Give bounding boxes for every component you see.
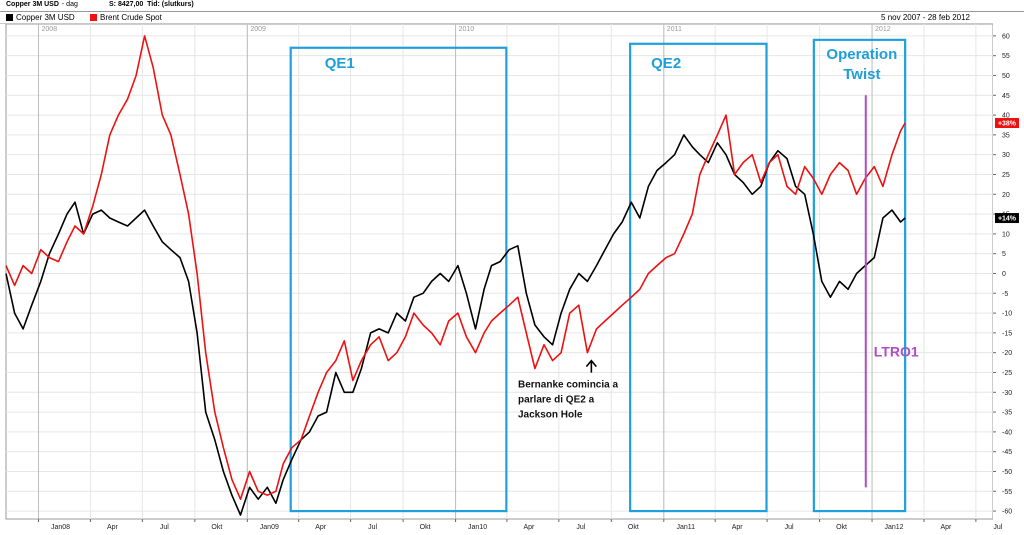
x-tick-label: Jan08 — [51, 524, 70, 531]
annotation-arrow — [585, 359, 597, 373]
end-value-tag — [995, 213, 1019, 224]
box-label-qe2: QE2 — [651, 55, 681, 72]
x-tick-label: Apr — [315, 524, 327, 531]
chart-legend: Copper 3M USD Brent Crude Spot 5 nov 200… — [0, 12, 1000, 23]
y-tick-label: 40 — [1002, 113, 1010, 120]
annotation-text-line: Jackson Hole — [518, 410, 583, 421]
y-tick-label: 60 — [1002, 33, 1010, 40]
x-tick-label: Jul — [993, 524, 1002, 531]
series-line-copper — [5, 134, 906, 516]
ltro-label: LTRO1 — [874, 344, 919, 360]
box-label-operation-twist: Operation Twist — [826, 46, 897, 83]
box-label-line: Operation — [826, 46, 897, 63]
legend-swatch-brent — [90, 14, 97, 21]
x-tick-label: Jul — [368, 524, 377, 531]
year-label: 2009 — [250, 26, 266, 33]
y-tick-label: -35 — [1002, 410, 1012, 417]
plot-area — [5, 23, 994, 520]
x-tick-label: Apr — [107, 524, 119, 531]
legend-label-brent: Brent Crude Spot — [100, 13, 162, 22]
x-tick-label: Apr — [941, 524, 953, 531]
y-tick-label: 10 — [1002, 231, 1010, 238]
y-tick-label: -30 — [1002, 390, 1012, 397]
x-tick-label: Jul — [785, 524, 794, 531]
y-tick-label: -15 — [1002, 330, 1012, 337]
x-tick-label: Jan09 — [260, 524, 279, 531]
y-tick-label: -50 — [1002, 469, 1012, 476]
x-tick-label: Okt — [420, 524, 431, 531]
x-tick-label: Jan11 — [677, 524, 696, 531]
legend-swatch-copper — [6, 14, 13, 21]
x-tick-label: Okt — [628, 524, 639, 531]
last-price-info: S: 8427,00 Tid: (slutkurs) — [109, 1, 194, 8]
series-line-brent — [5, 35, 906, 500]
date-range: 5 nov 2007 - 28 feb 2012 — [881, 13, 970, 22]
chart-header: Copper 3M USD - dag S: 8427,00 Tid: (slut… — [0, 0, 1024, 11]
y-tick-label: 45 — [1002, 93, 1010, 100]
y-tick-label: -55 — [1002, 489, 1012, 496]
x-tick-label: Apr — [732, 524, 744, 531]
y-tick-label: -40 — [1002, 429, 1012, 436]
box-label-line: Twist — [843, 66, 880, 83]
annotation-text-line: parlare di QE2 a — [518, 395, 595, 406]
y-axis-band — [993, 11, 1024, 524]
x-tick-label: Okt — [836, 524, 847, 531]
y-tick-label: 0 — [1002, 271, 1006, 278]
end-value-label: +14% — [998, 216, 1017, 223]
y-tick-label: 35 — [1002, 132, 1010, 139]
legend-label-copper: Copper 3M USD — [16, 13, 75, 22]
y-tick-label: -60 — [1002, 509, 1012, 516]
year-label: 2010 — [459, 26, 475, 33]
y-tick-label: 25 — [1002, 172, 1010, 179]
x-tick-label: Okt — [211, 524, 222, 531]
y-tick-label: 55 — [1002, 53, 1010, 60]
x-tick-label: Jul — [576, 524, 585, 531]
year-label: 2011 — [667, 26, 682, 33]
box-label-qe1: QE1 — [325, 55, 355, 72]
annotation-box — [289, 46, 508, 513]
y-tick-label: -10 — [1002, 311, 1012, 318]
instrument-title: Copper 3M USD - dag — [6, 1, 78, 8]
end-value-tag — [995, 118, 1019, 128]
x-tick-label: Jul — [160, 524, 169, 531]
legend-item-copper[interactable]: Copper 3M USD — [6, 13, 75, 22]
y-tick-label: -25 — [1002, 370, 1012, 377]
y-tick-label: 20 — [1002, 192, 1010, 199]
x-tick-label: Apr — [523, 524, 535, 531]
legend-item-brent[interactable]: Brent Crude Spot — [90, 13, 162, 22]
year-label: 2008 — [42, 26, 58, 33]
y-tick-label: 5 — [1002, 251, 1006, 258]
y-tick-label: 30 — [1002, 152, 1010, 159]
end-value-label: +38% — [998, 121, 1017, 128]
y-tick-label: -20 — [1002, 350, 1012, 357]
x-tick-label: Jan10 — [468, 524, 487, 531]
y-tick-label: 50 — [1002, 73, 1010, 80]
annotation-box — [629, 42, 768, 513]
y-tick-label: -45 — [1002, 449, 1012, 456]
y-tick-label: -5 — [1002, 291, 1008, 298]
year-label: 2012 — [875, 26, 891, 33]
annotation-text-line: Bernanke comincia a — [518, 380, 618, 391]
annotation-box — [812, 38, 907, 513]
x-tick-label: Jan12 — [885, 524, 904, 531]
